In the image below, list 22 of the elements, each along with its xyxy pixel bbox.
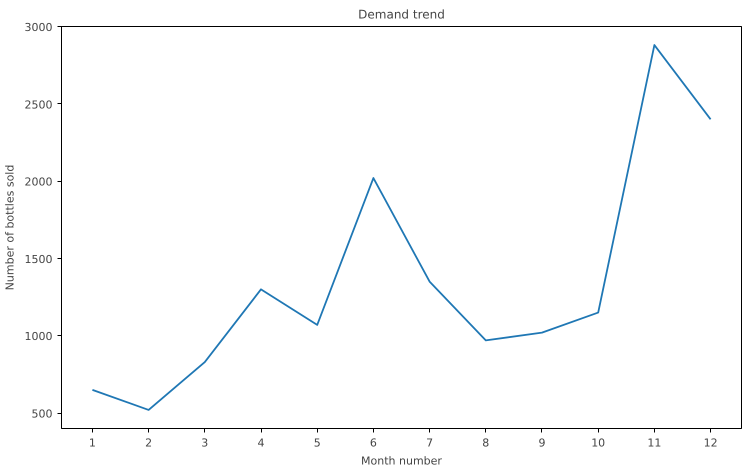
x-tick-label: 2	[145, 436, 152, 450]
y-tick-label: 2000	[24, 176, 53, 189]
y-tick-label: 1000	[24, 330, 53, 344]
line-series	[92, 44, 712, 411]
y-tick-label: 1500	[24, 252, 53, 266]
chart-title: Demand trend	[358, 8, 445, 22]
x-axis-title: Month number	[361, 454, 442, 468]
x-tick-label: 9	[538, 436, 546, 450]
x-tick-label: 4	[258, 436, 265, 450]
x-tick-label: 3	[201, 436, 208, 450]
y-tick-label: 2500	[24, 98, 53, 112]
x-tick-label: 8	[482, 436, 490, 450]
x-tick-label: 10	[591, 436, 606, 450]
y-tick-label: 3000	[24, 21, 53, 34]
x-tick-label: 6	[370, 436, 377, 450]
x-tick-label: 12	[704, 436, 718, 450]
x-tick-label: 11	[647, 436, 662, 450]
x-tick-label: 7	[426, 436, 434, 450]
y-axis-title: Number of bottles sold	[4, 164, 17, 290]
y-tick-label: 500	[32, 408, 53, 421]
x-tick-label: 1	[88, 436, 96, 450]
x-tick-label: 5	[314, 436, 321, 450]
